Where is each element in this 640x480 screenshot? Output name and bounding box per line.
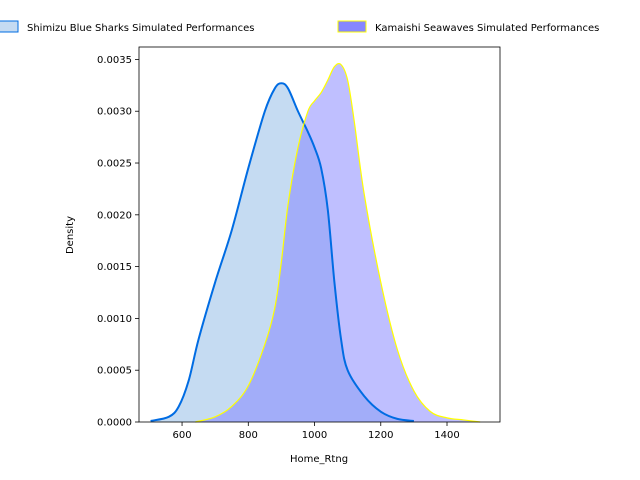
- y-tick-label: 0.0020: [97, 210, 132, 221]
- y-tick-label: 0.0000: [97, 418, 132, 429]
- series-2-area: [195, 63, 481, 422]
- x-axis-label: Home_Rtng: [290, 454, 348, 465]
- x-tick-label: 800: [239, 430, 258, 441]
- x-tick-label: 600: [173, 430, 192, 441]
- series-1-line: [150, 82, 415, 422]
- y-tick-label: 0.0030: [97, 107, 132, 118]
- y-axis-label: Density: [65, 216, 76, 254]
- y-tick-label: 0.0035: [97, 55, 132, 66]
- plot-frame: [138, 46, 501, 423]
- y-tick-label: 0.0005: [97, 366, 132, 377]
- y-tick-label: 0.0025: [97, 159, 132, 170]
- y-tick-label: 0.0010: [97, 314, 132, 325]
- series-layer: [150, 62, 481, 423]
- y-tick-label: 0.0015: [97, 262, 132, 273]
- x-tick-label: 1400: [434, 430, 459, 441]
- y-axis: 0.0000 0.0005 0.0010 0.0015 0.0020 0.0025 0.00…: [97, 55, 139, 429]
- x-tick-label: 1000: [302, 430, 327, 441]
- x-tick-label: 1200: [368, 430, 393, 441]
- x-axis: 600 800 1000 1200 1400: [173, 422, 460, 441]
- legend-label-2: Kamaishi Seawaves Simulated Performances: [375, 23, 599, 34]
- legend-label-1: Shimizu Blue Sharks Simulated Performanc…: [27, 23, 254, 34]
- legend: Shimizu Blue Sharks Simulated Performanc…: [0, 20, 599, 34]
- legend-swatch-1: [0, 20, 19, 33]
- series-2-line: [195, 62, 481, 423]
- legend-swatch-2: [337, 20, 367, 33]
